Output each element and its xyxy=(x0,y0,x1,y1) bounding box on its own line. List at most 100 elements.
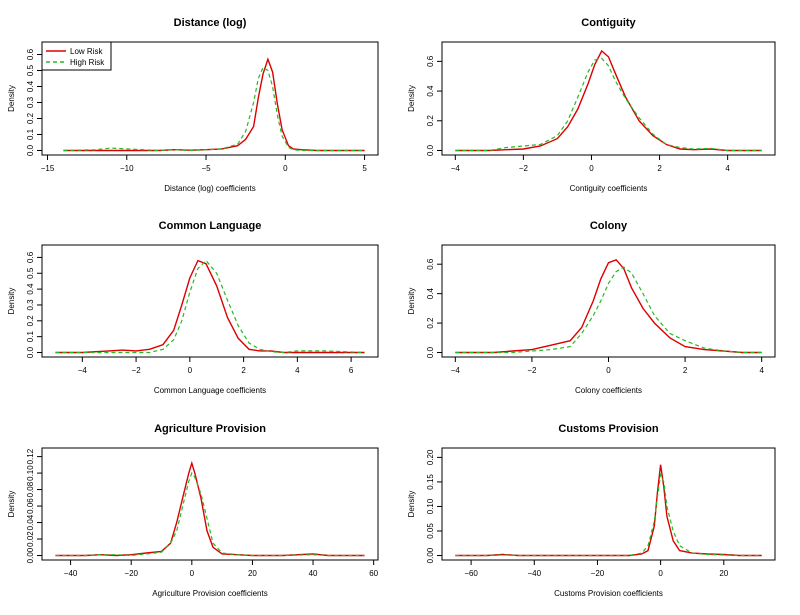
legend-label: Low Risk xyxy=(70,47,103,56)
x-tick-label: 2 xyxy=(657,164,662,173)
y-tick-label: 0.0 xyxy=(426,144,435,156)
y-tick-label: 0.6 xyxy=(426,258,435,270)
y-tick-label: 0.10 xyxy=(426,498,435,514)
panel-1: Distance (log) −15 −10 −5 0 5 0.0 0.1 0.2 0.3 0.4 0… xyxy=(7,17,379,193)
x-tick-label: 0 xyxy=(606,366,611,375)
x-tick-label: 0 xyxy=(283,164,288,173)
plot-frame xyxy=(41,41,379,156)
y-axis-label: Density xyxy=(407,85,416,112)
x-tick-label: 0 xyxy=(190,569,195,578)
x-tick-label: 5 xyxy=(362,164,367,173)
plot-frame xyxy=(441,41,776,156)
y-tick-label: 0.0 xyxy=(426,346,435,358)
panel-title: Colony xyxy=(590,220,628,232)
series-line-low-risk xyxy=(455,464,762,557)
x-tick-label: −5 xyxy=(201,164,211,173)
y-tick-label: 0.3 xyxy=(26,299,35,311)
x-axis-label: Common Language coefficients xyxy=(154,386,266,395)
series-line-high-risk xyxy=(63,66,365,152)
panel-title: Agriculture Provision xyxy=(154,423,266,435)
series-line-high-risk xyxy=(455,57,762,152)
x-tick-label: 40 xyxy=(309,569,318,578)
y-axis-label: Density xyxy=(407,288,416,315)
x-tick-label: −2 xyxy=(527,366,537,375)
x-axis-label: Customs Provision coefficients xyxy=(554,589,663,598)
y-tick-label: 0.4 xyxy=(26,80,35,92)
y-tick-label: 0.2 xyxy=(426,317,435,329)
y-tick-label: 0.00 xyxy=(26,547,35,563)
y-tick-label: 0.2 xyxy=(426,115,435,127)
panel-title: Contiguity xyxy=(581,17,636,29)
panel-title: Distance (log) xyxy=(174,17,247,29)
x-axis-label: Colony coefficients xyxy=(575,386,642,395)
x-tick-label: −15 xyxy=(41,164,55,173)
y-tick-label: 0.4 xyxy=(26,283,35,295)
y-tick-label: 0.04 xyxy=(26,514,35,530)
y-tick-label: 0.6 xyxy=(426,55,435,67)
plot-frame xyxy=(41,244,379,358)
panel-3: Common Language −4 −2 0 2 4 6 0.0 0.1 0.2 0.3 0.4 0.… xyxy=(7,220,379,395)
x-tick-label: 2 xyxy=(241,366,246,375)
x-tick-label: 20 xyxy=(248,569,257,578)
x-tick-label: −4 xyxy=(78,366,88,375)
x-tick-label: −40 xyxy=(64,569,78,578)
y-tick-label: 0.06 xyxy=(26,498,35,514)
x-tick-label: 60 xyxy=(369,569,378,578)
legend: Low Risk High Risk xyxy=(41,41,112,71)
x-tick-label: 6 xyxy=(349,366,354,375)
y-tick-label: 0.2 xyxy=(26,315,35,327)
plot-frame xyxy=(441,447,776,561)
y-axis-label: Density xyxy=(7,491,16,518)
y-tick-label: 0.00 xyxy=(426,547,435,563)
plot-frame xyxy=(41,447,379,561)
series-line-high-risk xyxy=(55,471,365,557)
y-tick-label: 0.5 xyxy=(26,267,35,279)
x-axis-label: Distance (log) coefficients xyxy=(164,184,255,193)
x-tick-label: −2 xyxy=(519,164,529,173)
panel-2: Contiguity −4 −2 0 2 4 0.0 0.2 0.4 0.6 Contiguity … xyxy=(407,17,776,193)
panel-title: Common Language xyxy=(159,220,262,232)
x-tick-label: 4 xyxy=(759,366,764,375)
y-tick-label: 0.0 xyxy=(26,144,35,156)
y-tick-label: 0.1 xyxy=(26,128,35,140)
panel-4: Colony −4 −2 0 2 4 0.0 0.2 0.4 0.6 Colony coeffici… xyxy=(407,220,776,395)
y-tick-label: 0.2 xyxy=(26,112,35,124)
y-tick-label: 0.20 xyxy=(426,449,435,465)
x-tick-label: −4 xyxy=(451,366,461,375)
panel-6: Customs Provision −60 −40 −20 0 20 0.00 0.05 0.1… xyxy=(407,423,776,598)
x-tick-label: −4 xyxy=(451,164,461,173)
x-tick-label: 0 xyxy=(188,366,193,375)
y-tick-label: 0.3 xyxy=(26,96,35,108)
y-tick-label: 0.02 xyxy=(26,531,35,547)
y-tick-label: 0.0 xyxy=(26,346,35,358)
legend-label: High Risk xyxy=(70,58,105,67)
series-line-low-risk xyxy=(55,259,365,354)
y-axis-label: Density xyxy=(407,491,416,518)
y-axis-label: Density xyxy=(7,288,16,315)
y-tick-label: 0.08 xyxy=(26,481,35,497)
x-tick-label: −10 xyxy=(120,164,134,173)
y-tick-label: 0.4 xyxy=(426,85,435,97)
y-tick-label: 0.12 xyxy=(26,448,35,464)
y-axis-label: Density xyxy=(7,85,16,112)
series-line-high-risk xyxy=(455,472,762,557)
series-line-high-risk xyxy=(455,266,762,354)
x-tick-label: 2 xyxy=(683,366,688,375)
series-line-low-risk xyxy=(455,258,762,354)
x-tick-label: 20 xyxy=(719,569,728,578)
series-line-low-risk xyxy=(455,49,762,152)
series-line-low-risk xyxy=(55,460,365,557)
y-tick-label: 0.10 xyxy=(26,465,35,481)
x-tick-label: 4 xyxy=(295,366,300,375)
y-tick-label: 0.4 xyxy=(426,288,435,300)
series-line-high-risk xyxy=(55,259,365,354)
x-tick-label: −2 xyxy=(132,366,142,375)
x-axis-label: Contiguity coefficients xyxy=(570,184,648,193)
series-line-low-risk xyxy=(63,57,365,152)
x-tick-label: −60 xyxy=(464,569,478,578)
y-tick-label: 0.5 xyxy=(26,64,35,76)
x-tick-label: −20 xyxy=(124,569,138,578)
y-tick-label: 0.1 xyxy=(26,331,35,343)
